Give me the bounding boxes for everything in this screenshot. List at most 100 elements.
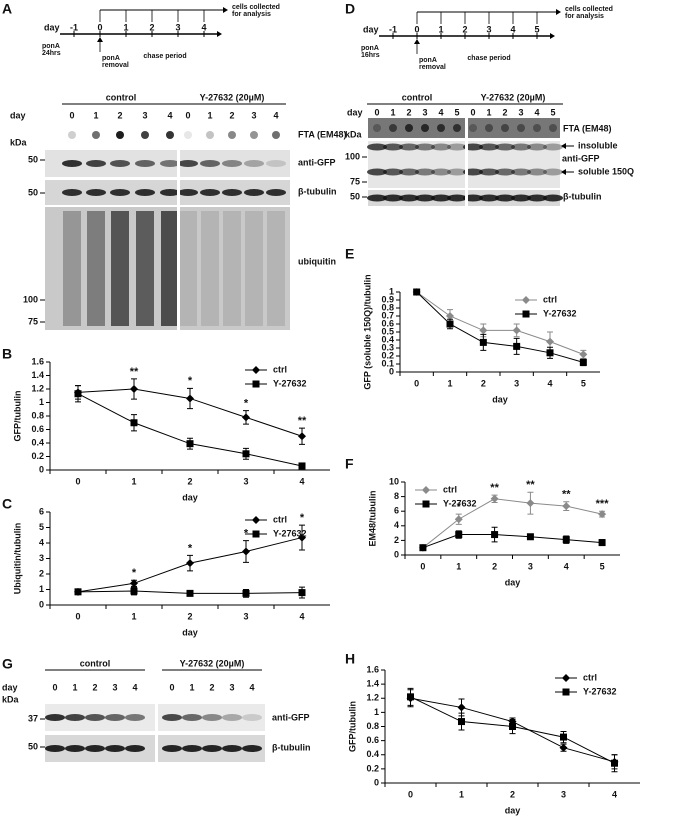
blot-dot (453, 124, 461, 132)
x-tick-label: 3 (528, 561, 533, 571)
blot-band (383, 168, 403, 176)
significance: ** (298, 415, 307, 427)
blot-band (479, 194, 499, 202)
x-tick-label: 2 (492, 561, 497, 571)
y-tick-label: 1 (374, 707, 379, 717)
x-tick-label: 2 (187, 611, 192, 621)
x-tick-label: 3 (561, 789, 566, 799)
y-tick-label: 2 (394, 535, 399, 545)
blot-band (511, 143, 531, 151)
y-tick-label: 0 (374, 777, 379, 787)
timeline-day: -1 (389, 24, 397, 34)
point (598, 510, 607, 519)
blot-smear (63, 211, 81, 326)
kda-marker: 50 (28, 154, 38, 164)
timeline-end: cells collected (565, 6, 613, 13)
point (611, 759, 618, 767)
blot-dot (272, 131, 280, 139)
point (454, 515, 463, 524)
blot-dot (501, 124, 509, 132)
blot-band (431, 168, 451, 176)
blot-band (431, 143, 451, 151)
blot-band (495, 168, 515, 176)
kda-label: kDa (10, 137, 28, 147)
blot-dot (373, 124, 381, 132)
blot-divider (177, 124, 180, 330)
x-tick-label: 5 (600, 561, 605, 571)
legend-label: ctrl (443, 484, 457, 494)
lane-label: 5 (550, 107, 555, 117)
point (490, 494, 499, 503)
timeline-treatment: ponA (361, 45, 379, 52)
lane-label: 0 (185, 110, 190, 120)
blot-label: β-tubulin (298, 186, 336, 196)
blot-band (244, 160, 264, 167)
lane-label: 2 (209, 682, 214, 692)
timeline-day: -1 (70, 22, 78, 32)
legend-marker (422, 500, 430, 508)
point (242, 413, 250, 422)
group-header: control (402, 92, 433, 102)
blot-band (135, 160, 155, 167)
blot-band (222, 714, 242, 721)
panel-label: B (2, 346, 12, 362)
blot-band (367, 194, 387, 202)
point (598, 539, 606, 547)
point (526, 533, 534, 541)
y-tick-label: 1 (39, 584, 44, 594)
lane-label: 2 (406, 107, 411, 117)
x-tick-label: 3 (243, 611, 248, 621)
x-tick-label: 2 (187, 476, 192, 486)
point (298, 533, 306, 542)
y-tick-label: 3 (39, 553, 44, 563)
blot-band (110, 160, 130, 167)
timeline-day: 4 (201, 22, 206, 32)
y-tick-label: 0.4 (381, 334, 394, 344)
blot-band (200, 160, 220, 167)
timeline-day: 0 (414, 24, 419, 34)
blot-band (415, 143, 435, 151)
lane-label: 2 (229, 110, 234, 120)
x-tick-label: 1 (459, 789, 464, 799)
legend-label: Y-27632 (543, 308, 577, 318)
x-tick-label: 0 (75, 476, 80, 486)
timeline-removal: ponA (419, 57, 437, 64)
blot-smear (201, 211, 219, 326)
lane-label: 3 (142, 110, 147, 120)
point (419, 544, 427, 552)
legend-marker (522, 296, 530, 304)
group-header: Y-27632 (20µM) (200, 92, 265, 102)
blot-smear (136, 211, 154, 326)
blot-band (266, 160, 286, 167)
point (130, 419, 138, 427)
significance: ** (562, 489, 571, 501)
blot-band (62, 160, 82, 167)
x-tick-label: 1 (131, 476, 136, 486)
y-axis-label: GFP/tubulin (12, 391, 22, 442)
timeline-end: cells collected (232, 4, 280, 11)
blot-band (543, 194, 563, 202)
lane-label: 2 (117, 110, 122, 120)
y-tick-label: 0 (39, 464, 44, 474)
timeline-arrow (97, 37, 103, 42)
blot-band (182, 714, 202, 721)
lane-label: 0 (470, 107, 475, 117)
significance: * (188, 375, 193, 387)
blot-band (65, 745, 85, 752)
point (130, 579, 138, 588)
point (74, 588, 82, 596)
legend-label: Y-27632 (443, 498, 477, 508)
kda-marker: 50 (28, 741, 38, 751)
timeline-day-label: day (44, 22, 60, 32)
kda-marker: 75 (28, 316, 38, 326)
significance: * (132, 567, 137, 579)
legend-label: Y-27632 (273, 528, 307, 538)
point (546, 349, 554, 357)
x-axis-label: day (505, 805, 521, 815)
significance: *** (596, 498, 610, 510)
blot-band (105, 745, 125, 752)
point (546, 337, 554, 346)
lane-label: 3 (229, 682, 234, 692)
point (479, 326, 488, 335)
point (458, 718, 465, 726)
